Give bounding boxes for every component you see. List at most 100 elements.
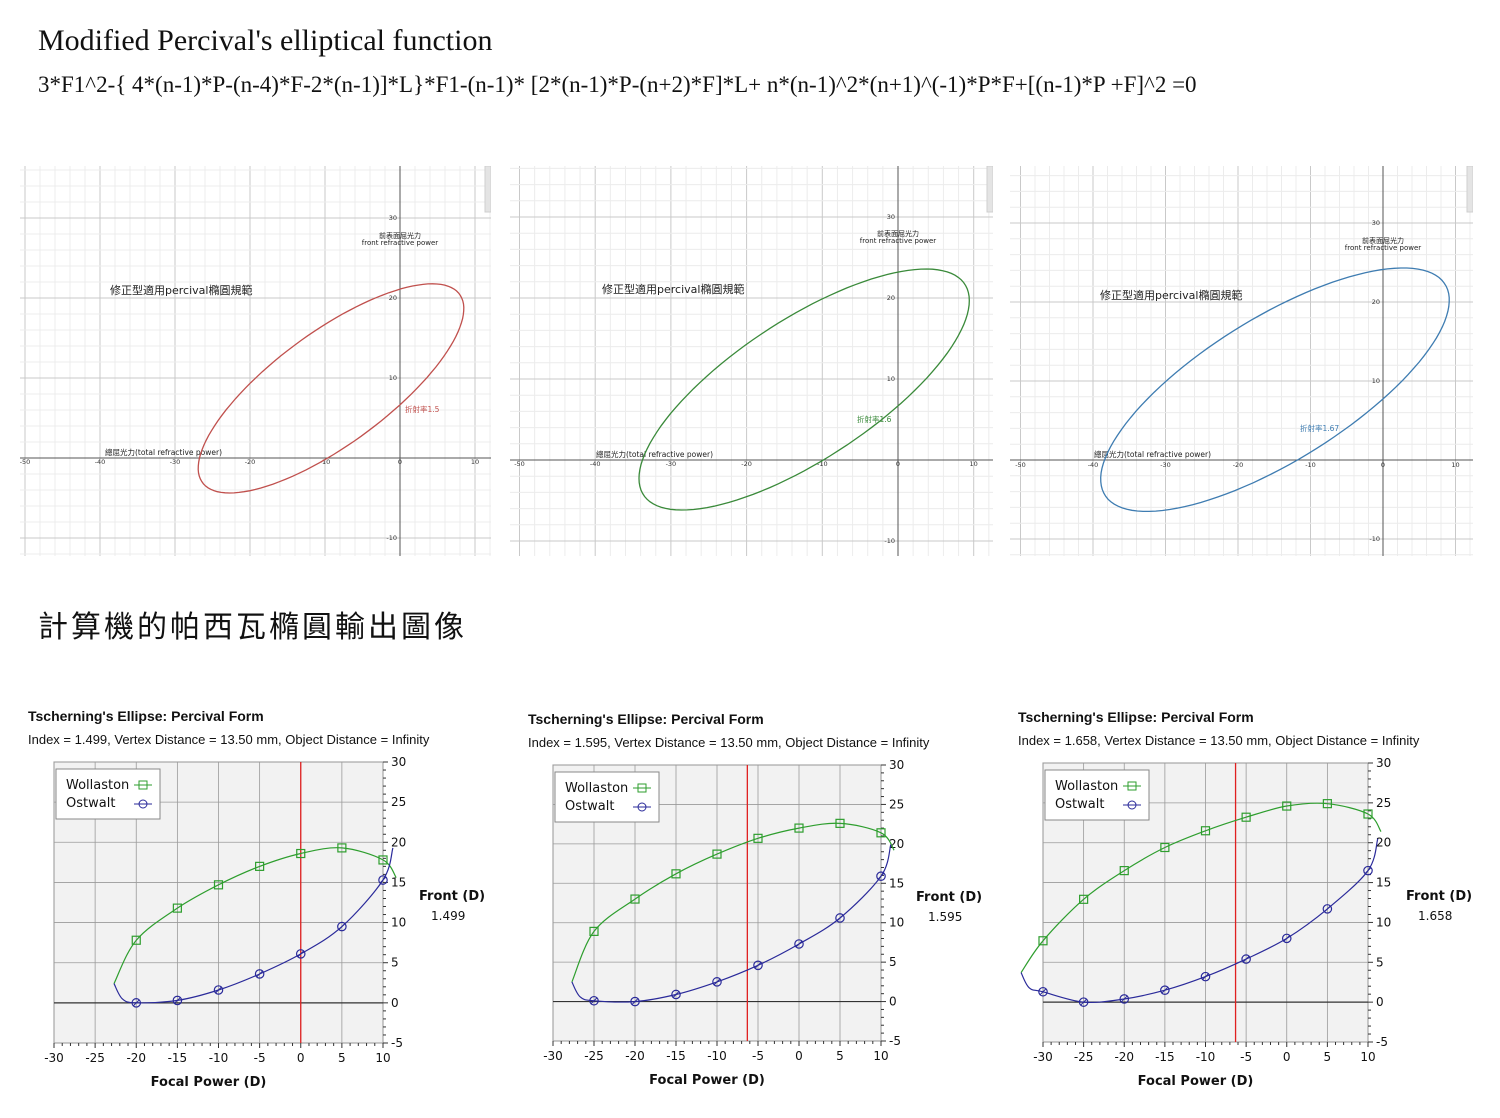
- tscherning-panel-2: Tscherning's Ellipse: Percival Form Inde…: [528, 711, 988, 1101]
- y-tick-label: 0: [889, 995, 897, 1009]
- ostwalt-point-slash: [1080, 998, 1087, 1006]
- y-tick-label: 20: [391, 835, 406, 849]
- y-tick-label: 15: [889, 876, 904, 890]
- page-title: Modified Percival's elliptical function: [38, 24, 493, 57]
- wollaston-point: [712, 849, 722, 859]
- ostwalt-point: [254, 969, 265, 979]
- ellipse-curve: [638, 268, 970, 511]
- tscherning-plot-3: -30 -25 -20 -15 -10 -5 0 5 10 30 25 20 15 10 5 0 -5 Focal…: [1020, 756, 1472, 1089]
- legend-marker-wollaston: [138, 780, 148, 790]
- tscherning-subtitle: Index = 1.499, Vertex Distance = 13.50 m…: [28, 732, 430, 747]
- x-tick-label: 10: [1360, 1050, 1375, 1064]
- legend-label-ostwalt: Ostwalt: [66, 796, 115, 811]
- y-tick-label: 20: [887, 294, 895, 302]
- wollaston-point: [835, 818, 845, 828]
- grid: [510, 166, 993, 556]
- y-tick-label: 5: [889, 955, 897, 969]
- ostwalt-point: [295, 949, 306, 959]
- x-tick-label: -50: [1015, 461, 1026, 469]
- y-axis-label-en: front refractive power: [1345, 244, 1422, 252]
- wollaston-point: [378, 855, 388, 865]
- legend-marker-ostwalt: [138, 799, 148, 809]
- ostwalt-point-slash: [1039, 988, 1047, 996]
- x-tick-label: -25: [85, 1051, 105, 1065]
- x-tick-label: -20: [1114, 1050, 1134, 1064]
- ostwalt-point: [1363, 865, 1373, 876]
- toolbar-strip: [986, 166, 993, 213]
- wollaston-point: [296, 848, 306, 859]
- y-axis-label-zh: 前表面屈光力: [1362, 236, 1404, 245]
- y-tick-label: -10: [386, 534, 397, 542]
- ostwalt-curve: [113, 847, 394, 1004]
- y-tick-label: 25: [889, 797, 904, 811]
- wollaston-point: [1079, 894, 1089, 904]
- ellipse-label: 折射率1.6: [857, 414, 892, 424]
- wollaston-curve: [1020, 802, 1382, 973]
- legend-marker-ostwalt: [1127, 800, 1137, 810]
- tscherning-title: Tscherning's Ellipse: Percival Form: [28, 708, 264, 724]
- y-axis-label-en: front refractive power: [362, 239, 439, 247]
- formula-text: 3*F1^2-{ 4*(n-1)*P-(n-4)*F-2*(n-1)]*L}*F…: [38, 72, 1197, 97]
- legend-marker-wollaston: [1127, 781, 1137, 791]
- y-tick-label: 5: [1376, 955, 1384, 969]
- wollaston-point: [753, 833, 763, 843]
- y-tick-label: 25: [1376, 796, 1391, 810]
- ostwalt-point-slash: [836, 914, 844, 922]
- x-axis-title: Focal Power (D): [151, 1075, 267, 1090]
- x-tick-label: -5: [752, 1049, 764, 1063]
- ostwalt-point-slash: [672, 991, 680, 998]
- graph-panel-2-plot: -50 -40 -30 -20 -10 0 10 30 20 10 -10 修正型適用percival…: [510, 166, 993, 556]
- wollaston-point: [630, 894, 640, 904]
- wollaston-point: [671, 869, 681, 879]
- side-value: 1.595: [928, 910, 962, 924]
- x-tick-label: 0: [398, 458, 402, 466]
- side-label: Front (D): [916, 890, 982, 905]
- x-tick-label: -5: [1240, 1050, 1252, 1064]
- ostwalt-point: [712, 977, 722, 987]
- x-tick-label: 0: [297, 1051, 305, 1065]
- x-axis-label: 總屈光力(total refractive power): [1094, 449, 1211, 459]
- tscherning-title: Tscherning's Ellipse: Percival Form: [1018, 709, 1254, 725]
- y-tick-label: 10: [1376, 915, 1391, 929]
- y-tick-label: 10: [887, 375, 895, 383]
- legend: Wollaston Ostwalt: [55, 768, 161, 820]
- ostwalt-point-slash: [256, 970, 263, 978]
- x-tick-label: -30: [1033, 1050, 1053, 1064]
- x-axis-title: Focal Power (D): [1138, 1074, 1254, 1089]
- tscherning-plot-1: -30 -25 -20 -15 -10 -5 0 5 10 30 25 20 15 10 5 0 -5 Focal…: [44, 755, 485, 1090]
- x-tick-label: -20: [126, 1051, 146, 1065]
- x-tick-label: 10: [873, 1049, 888, 1063]
- legend-box: [55, 768, 161, 820]
- wollaston-point: [1038, 936, 1048, 946]
- x-tick-label: -10: [1196, 1050, 1216, 1064]
- ostwalt-point-slash: [1161, 986, 1169, 994]
- legend-marker-wollaston: [637, 783, 647, 793]
- tscherning-plot-2: -30 -25 -20 -15 -10 -5 0 5 10302520151050-5Focal…: [543, 758, 982, 1088]
- ostwalt-point-slash: [215, 986, 222, 994]
- legend: Wollaston Ostwalt: [554, 771, 660, 823]
- ostwalt-point-slash: [338, 923, 346, 930]
- ellipse-curve: [1100, 267, 1450, 513]
- toolbar-strip: [484, 166, 491, 213]
- panel-caption: 修正型適用percival橢圓規範: [1100, 288, 1242, 302]
- wollaston-point: [1282, 801, 1292, 811]
- tscherning-panel-1: Tscherning's Ellipse: Percival Form Inde…: [28, 708, 488, 1098]
- ostwalt-point-slash: [1120, 995, 1128, 1003]
- x-axis-label: 總屈光力(total refractive power): [596, 449, 713, 459]
- x-tick-label: 0: [1381, 461, 1385, 469]
- ostwalt-point-slash: [297, 950, 305, 958]
- y-tick-label: 0: [1376, 995, 1384, 1009]
- x-tick-label: -50: [514, 460, 525, 468]
- x-tick-label: -40: [1088, 461, 1099, 469]
- y-tick-label: 30: [1376, 756, 1391, 770]
- wollaston-point: [1160, 842, 1170, 853]
- x-tick-label: -30: [170, 458, 181, 466]
- ostwalt-point: [1038, 986, 1048, 997]
- ellipse-curve: [197, 283, 465, 494]
- ostwalt-point-slash: [877, 872, 885, 880]
- ostwalt-point: [378, 875, 388, 885]
- wollaston-point: [589, 926, 599, 936]
- y-tick-label: 15: [391, 875, 406, 889]
- x-tick-label: -50: [20, 458, 30, 466]
- side-label: Front (D): [1406, 889, 1472, 904]
